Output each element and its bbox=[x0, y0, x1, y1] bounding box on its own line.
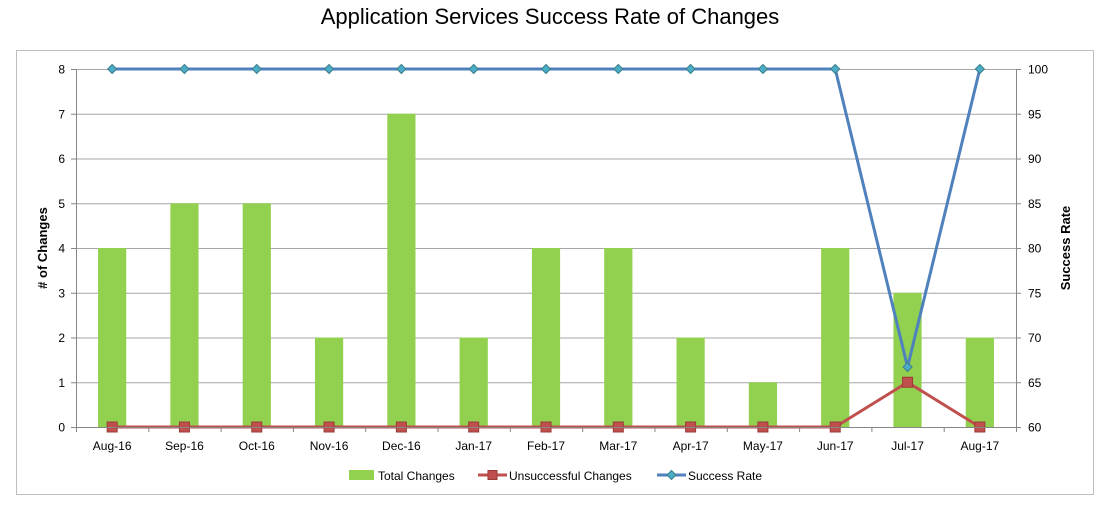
y-tick-label: 3 bbox=[58, 286, 65, 300]
bar bbox=[676, 337, 705, 427]
x-tick-label: May-17 bbox=[743, 439, 783, 453]
line-point bbox=[540, 63, 552, 75]
y2-axis-title: Success Rate bbox=[1058, 206, 1073, 291]
y-tick-label: 5 bbox=[58, 197, 65, 211]
legend-label: Success Rate bbox=[688, 469, 762, 483]
bar bbox=[821, 248, 850, 427]
line-point bbox=[251, 63, 262, 75]
line-point bbox=[179, 63, 190, 75]
x-tick-label: Feb-17 bbox=[527, 439, 565, 453]
x-tick-label: Aug-17 bbox=[960, 439, 999, 453]
bar bbox=[242, 203, 271, 427]
legend-swatch bbox=[349, 470, 374, 480]
bar bbox=[604, 248, 633, 427]
x-tick-label: Oct-16 bbox=[239, 439, 275, 453]
legend-label: Unsuccessful Changes bbox=[509, 469, 632, 483]
x-tick-label: Apr-17 bbox=[673, 439, 709, 453]
legend-label: Total Changes bbox=[378, 469, 455, 483]
x-tick-label: Mar-17 bbox=[599, 439, 637, 453]
y2-tick-label: 95 bbox=[1028, 107, 1042, 121]
y-tick-label: 6 bbox=[58, 152, 65, 166]
bar bbox=[893, 292, 922, 427]
bar bbox=[531, 248, 561, 427]
grid-lines bbox=[76, 69, 1016, 384]
y2-tick-label: 100 bbox=[1028, 63, 1048, 77]
x-tick-label: Dec-16 bbox=[382, 439, 421, 453]
y-tick-label: 4 bbox=[58, 242, 65, 256]
y2-tick-label: 85 bbox=[1028, 197, 1042, 211]
y2-tick-label: 60 bbox=[1028, 421, 1042, 435]
line-point bbox=[106, 63, 118, 75]
x-tick-label: Aug-16 bbox=[93, 439, 132, 453]
line-point bbox=[396, 63, 407, 75]
y-tick-label: 7 bbox=[58, 107, 65, 121]
axes: 0 1 2 3 4 5 6 7 8 60 65 70 75 80 85 90 95 100 Aug-16 Sep-16… bbox=[58, 63, 1048, 454]
bar bbox=[965, 337, 994, 427]
y2-tick-label: 80 bbox=[1028, 242, 1042, 256]
y2-tick-label: 65 bbox=[1028, 376, 1042, 390]
bar bbox=[314, 337, 344, 427]
line-point bbox=[830, 63, 841, 75]
legend-marker bbox=[487, 470, 498, 480]
y-tick-label: 1 bbox=[58, 376, 65, 390]
bar-series bbox=[98, 113, 994, 427]
y-tick-label: 0 bbox=[58, 421, 65, 435]
x-tick-label: Jul-17 bbox=[891, 439, 924, 453]
line-point bbox=[468, 63, 479, 75]
line-point bbox=[685, 63, 696, 75]
legend-marker bbox=[666, 469, 677, 481]
x-tick-label: Jun-17 bbox=[817, 439, 854, 453]
chart-title: Application Services Success Rate of Cha… bbox=[320, 4, 780, 29]
bar bbox=[748, 382, 778, 427]
y2-tick-label: 70 bbox=[1028, 331, 1042, 345]
line-point bbox=[902, 376, 914, 388]
y-axis-title: # of Changes bbox=[35, 207, 50, 289]
x-tick-label: Sep-16 bbox=[165, 439, 204, 453]
line-point bbox=[613, 63, 624, 75]
bar bbox=[459, 337, 488, 427]
bar bbox=[170, 203, 199, 427]
chart-border bbox=[16, 50, 1094, 495]
y-tick-label: 2 bbox=[58, 331, 65, 345]
bar bbox=[98, 248, 127, 427]
line-point bbox=[323, 63, 335, 75]
y2-tick-label: 75 bbox=[1028, 286, 1042, 300]
y-tick-label: 8 bbox=[58, 63, 65, 77]
line-point bbox=[757, 63, 769, 75]
bar bbox=[387, 113, 416, 427]
line-point bbox=[902, 361, 913, 373]
legend: Total Changes Unsuccessful Changes Success… bbox=[349, 469, 762, 483]
x-tick-label: Jan-17 bbox=[455, 439, 492, 453]
line-point bbox=[974, 63, 986, 75]
y2-tick-label: 90 bbox=[1028, 152, 1042, 166]
x-tick-label: Nov-16 bbox=[310, 439, 349, 453]
